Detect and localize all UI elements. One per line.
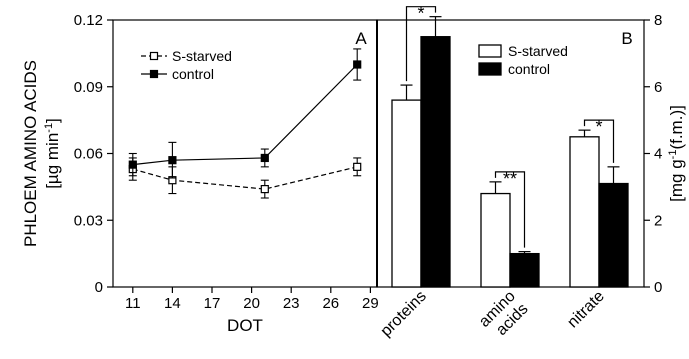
series-line [132, 166, 358, 190]
legend-marker [149, 69, 159, 79]
legend-label: S-starved [172, 48, 232, 64]
legend-swatch [478, 62, 502, 76]
legend-label: control [508, 61, 550, 77]
y-tick-label: 0 [95, 279, 103, 296]
x-tick-label: 26 [322, 295, 339, 312]
data-point [353, 162, 362, 171]
panel-a-letter: A [355, 29, 367, 48]
y-tick-label: 0.06 [74, 146, 103, 163]
data-point [353, 60, 362, 69]
significance-bracket [405, 6, 437, 82]
significance-bracket [583, 119, 615, 163]
y-tick-label: 0.03 [74, 212, 103, 229]
y-axis-unit-part: [µg min [43, 133, 62, 189]
bar [509, 252, 540, 288]
x-tick-label: 29 [362, 295, 379, 312]
bar [391, 99, 422, 288]
category-label-line: nitrate [564, 288, 608, 332]
category-label-line: proteins [378, 288, 430, 340]
data-point [128, 160, 137, 169]
x-tick-label: 20 [243, 295, 260, 312]
y-axis-unit-part: ] [43, 118, 62, 123]
category-label: nitrate [564, 288, 608, 332]
y-axis-title: PHLOEM AMINO ACIDS [21, 60, 40, 247]
data-point [260, 185, 269, 194]
x-tick-label: 23 [283, 295, 300, 312]
data-point [260, 153, 269, 163]
y-tick-label: 0.09 [74, 79, 103, 96]
significance-stars: ** [503, 169, 517, 189]
y-tick-label: 0.12 [74, 12, 103, 29]
y-axis-title-sup: -1 [667, 150, 679, 160]
data-point [168, 156, 177, 165]
y-tick-label: 4 [654, 146, 662, 163]
significance-stars: * [417, 4, 424, 24]
y-tick-label: 6 [654, 79, 662, 96]
legend-label: S-starved [508, 43, 568, 59]
category-label: aminoacids [476, 288, 532, 344]
bar [598, 182, 629, 288]
y-tick-label: 2 [654, 212, 662, 229]
bar [420, 36, 451, 288]
y-tick-label: 0 [654, 279, 662, 296]
bar [480, 192, 511, 288]
y-axis-title-part: [mg g [667, 159, 686, 202]
x-tick-label: 11 [125, 295, 141, 312]
x-tick-label: 14 [164, 295, 181, 312]
y-tick-label: 8 [654, 12, 662, 29]
significance-bracket [494, 171, 526, 248]
y-axis-title-part: (f.m.)] [667, 105, 686, 149]
legend-marker [149, 51, 159, 61]
bar [569, 136, 600, 288]
category-label: proteins [378, 288, 430, 340]
y-axis-unit-sup: -1 [43, 123, 55, 133]
y-axis-unit: [µg min-1] [43, 118, 62, 189]
x-tick-label: 17 [204, 295, 221, 312]
x-axis-title: DOT [227, 316, 263, 335]
legend-swatch [478, 44, 502, 58]
legend-label: control [172, 66, 214, 82]
y-axis-title-right: [mg g-1(f.m.)] [667, 105, 686, 202]
significance-stars: * [595, 117, 602, 137]
panel-b-letter: B [621, 29, 632, 48]
series-line [132, 64, 358, 166]
